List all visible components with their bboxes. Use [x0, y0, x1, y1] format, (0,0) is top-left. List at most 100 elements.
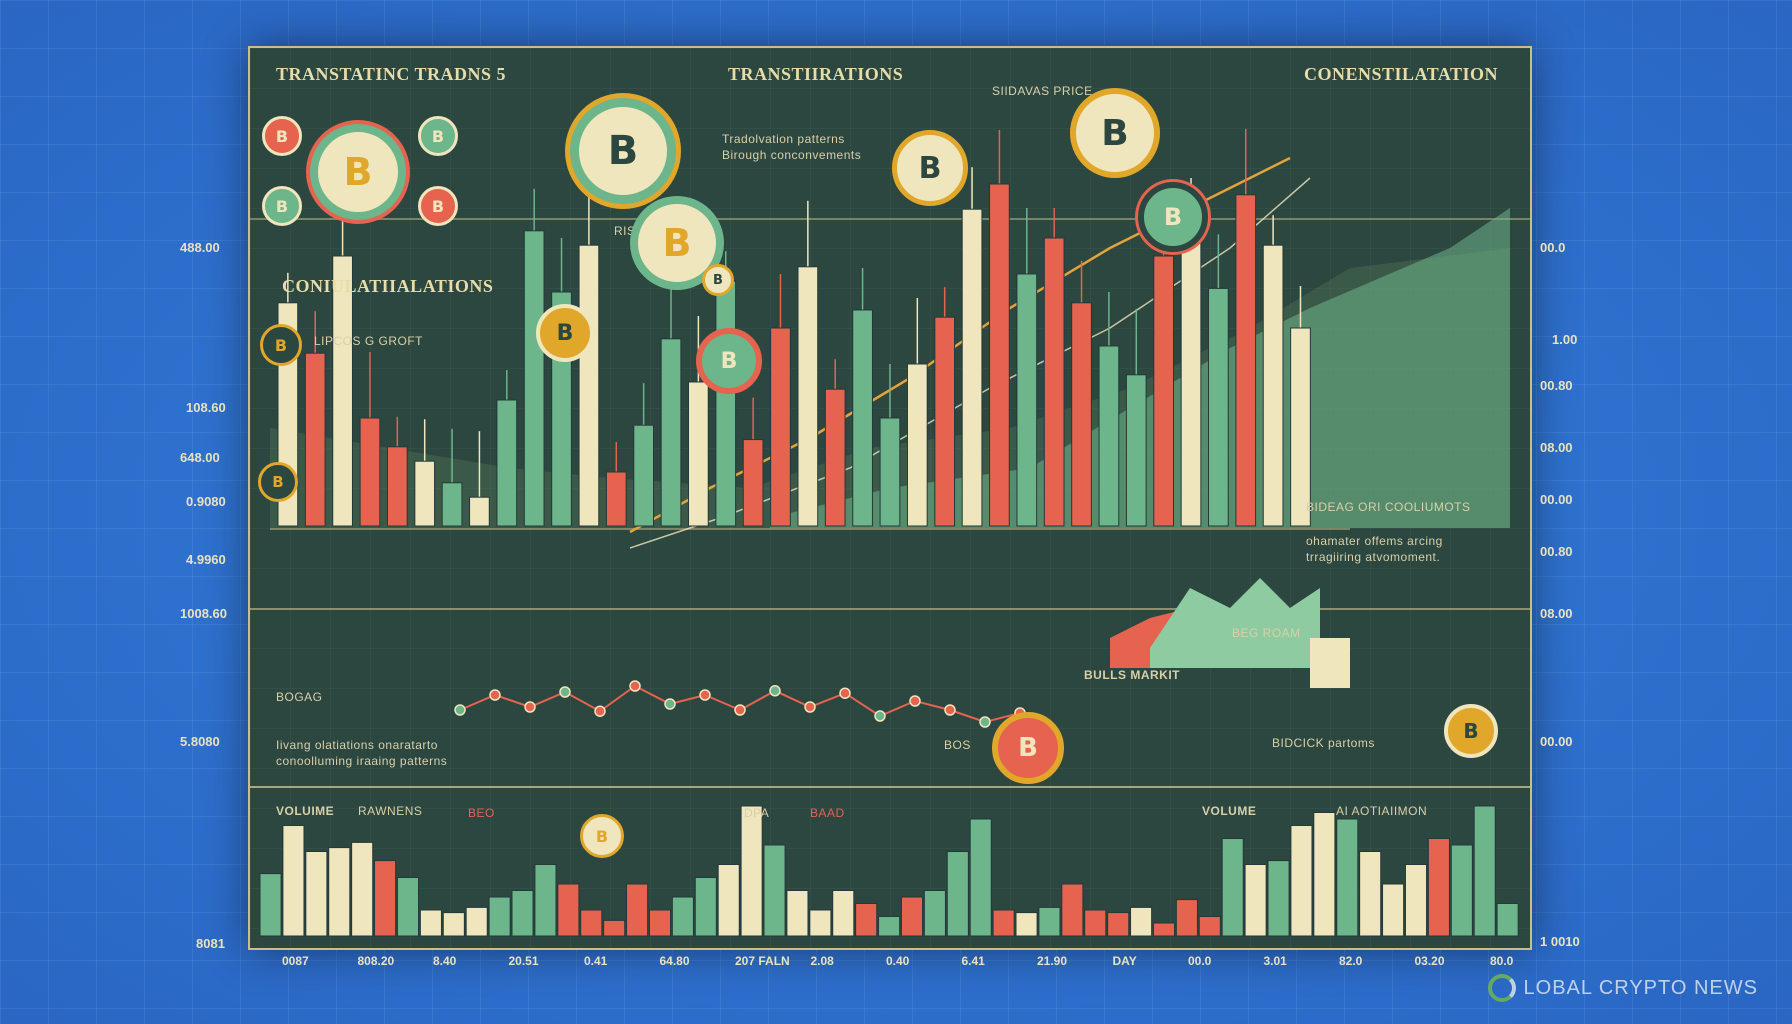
coin-symbol: B: [431, 126, 445, 146]
bitcoin-coin-icon: B: [696, 328, 762, 394]
watermark: LOBAL CRYPTO NEWS: [1487, 974, 1758, 1002]
volume-bar: [603, 919, 626, 937]
signal-line-path: [459, 684, 1021, 724]
x-tick-label: 3.01: [1263, 954, 1287, 968]
volume-bar: [1313, 812, 1336, 937]
left-axis-label: 488.00: [180, 240, 220, 255]
candle-bar: [852, 309, 873, 527]
bitcoin-coin-icon: B: [262, 116, 302, 156]
left-axis-label: 4.9960: [186, 552, 226, 567]
candle-bar: [304, 352, 326, 527]
signal-point: [629, 680, 641, 692]
coin-symbol: B: [275, 126, 289, 146]
bitcoin-coin-icon: B: [258, 462, 298, 502]
volume-bars: [259, 805, 1519, 937]
right-axis-label: 1.00: [1552, 332, 1578, 347]
left-axis-label: 648.00: [180, 450, 220, 465]
bitcoin-coin-icon: B: [1138, 182, 1208, 252]
left-axis-label: 108.60: [186, 400, 226, 415]
candle-bar: [1290, 327, 1311, 527]
volume-bar: [374, 860, 397, 937]
volume-bar: [580, 909, 603, 937]
volume-right-label: VOLUME: [1202, 804, 1257, 818]
candle-bar: [605, 471, 627, 527]
title-top-center: TRANSTIIRATIONS: [728, 64, 904, 84]
volume-bar: [1404, 864, 1428, 937]
volume-bar: [1473, 805, 1496, 937]
candle-bar: [934, 316, 956, 527]
coin-symbol: B: [1463, 719, 1479, 743]
right-axis-label: 08.00: [1540, 606, 1573, 621]
candle-bar: [715, 280, 737, 527]
bulls-label: BULLS MARKIT: [1084, 668, 1180, 682]
signal-point: [699, 689, 711, 701]
right-axis-label: 00.80: [1540, 378, 1573, 393]
beg-roam-label: BEG ROAM: [1232, 626, 1301, 640]
volume-bar: [740, 805, 763, 937]
volume-bar: [1152, 922, 1176, 937]
signal-point: [874, 710, 886, 722]
x-tick-label: 6.41: [961, 954, 985, 968]
candle-bar: [1180, 219, 1202, 527]
signal-point: [909, 695, 921, 707]
divider-volume: [250, 786, 1530, 788]
candle-bar: [359, 417, 381, 527]
candle-bar: [688, 381, 709, 527]
candle-bar: [824, 388, 846, 527]
right-note-3: trragiiring atvomoment.: [1306, 550, 1441, 564]
candle-bar: [332, 255, 353, 527]
boag-label: BOGAG: [276, 690, 323, 704]
bitcoin-coin-icon: B: [310, 124, 406, 220]
coin-symbol: B: [595, 826, 609, 846]
bitcoin-coin-icon: B: [260, 324, 302, 366]
coin-symbol: B: [1163, 203, 1183, 231]
left-axis-label: 8081: [196, 936, 225, 951]
rawnens-label: RAWNENS: [358, 804, 423, 818]
volume-bar: [1107, 912, 1130, 937]
signal-point: [524, 701, 536, 713]
candle-bar: [496, 399, 518, 527]
title-top-right: CONENSTILATATION: [1304, 64, 1499, 84]
volume-bar: [511, 890, 534, 937]
candle-bar: [879, 417, 901, 527]
candle-bar: [989, 183, 1010, 527]
signal-point: [489, 689, 501, 701]
volume-bar: [259, 873, 282, 937]
lower-note-1: Iivang olatiations onaratarto: [276, 738, 438, 752]
bitcoin-coin-icon: B: [262, 186, 302, 226]
x-tick-label: 03.20: [1414, 954, 1445, 968]
right-axis-label: 00.00: [1540, 734, 1573, 749]
candle-bar: [1098, 345, 1120, 527]
x-tick-label: 207 FALN: [735, 954, 790, 968]
bitcoin-coin-icon: B: [418, 186, 458, 226]
volume-bar: [1336, 818, 1359, 937]
rising-area: [770, 208, 1510, 528]
candle-bar: [1071, 302, 1092, 527]
coin-symbol: B: [1101, 112, 1129, 154]
bitcoin-coin-icon: B: [1070, 88, 1160, 178]
sub-price: SIIDAVAS PRICE: [992, 84, 1093, 98]
x-tick-label: 808.20: [357, 954, 395, 968]
title-left-mid: CONIULATIIALATIONS: [282, 276, 494, 296]
coin-symbol: B: [607, 128, 639, 174]
volume-bar: [1427, 838, 1450, 937]
signal-point: [804, 701, 816, 713]
candle-bar: [906, 363, 928, 527]
coin-symbol: B: [556, 320, 574, 346]
chart-panel: TRANSTATINC TRADNS 5 TRANSTIIRATIONS CON…: [248, 46, 1532, 950]
x-tick-label: 64.80: [659, 954, 690, 968]
coin-symbol: B: [713, 272, 723, 288]
beo-label: BEO: [468, 806, 495, 820]
lower-note-2: conoolluming iraaing patterns: [276, 754, 448, 768]
volume-bar: [1061, 883, 1084, 937]
volume-bar: [900, 896, 924, 937]
volume-left-label: VOLUIME: [276, 804, 335, 818]
volume-bar: [396, 877, 420, 937]
right-note-1: BIDEAG ORI COOLIUMOTS: [1306, 500, 1471, 514]
candle-bar: [1125, 374, 1147, 527]
left-axis-label: 1008.60: [180, 606, 227, 621]
candle-bar: [1262, 244, 1284, 527]
coin-symbol: B: [275, 196, 289, 216]
coin-symbol: B: [662, 221, 692, 265]
bitcoin-coin-icon: B: [418, 116, 458, 156]
